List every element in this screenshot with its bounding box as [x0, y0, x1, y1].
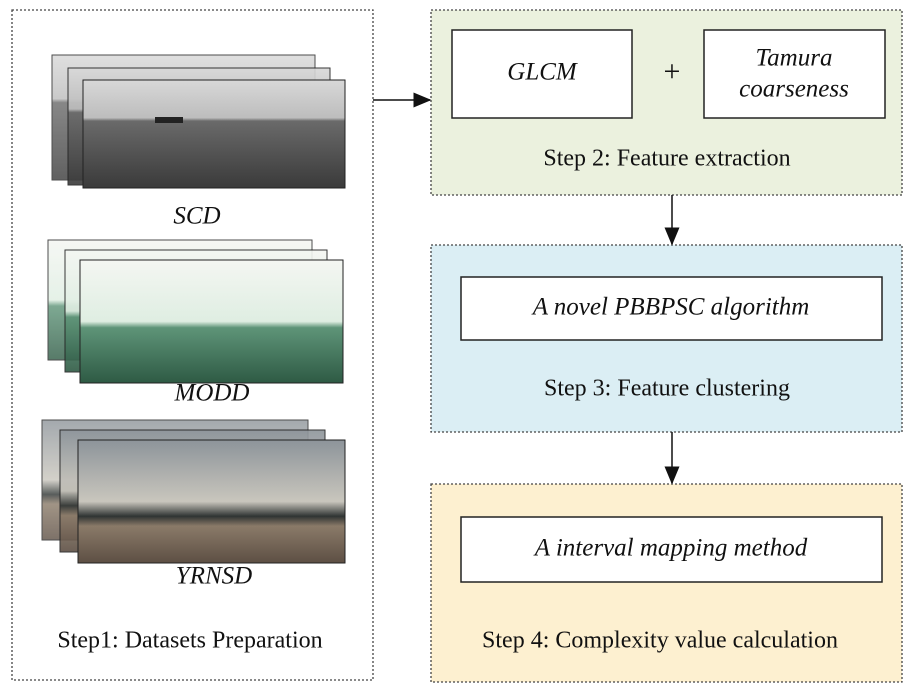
method-box: [704, 30, 885, 118]
dataset-label: YRNSD: [176, 563, 252, 590]
step-title: Step 2: Feature extraction: [543, 146, 790, 172]
step-title: Step 3: Feature clustering: [544, 376, 790, 402]
box-label: A interval mapping method: [533, 535, 808, 562]
diagram: SCD MODD YRNSD Step1: Datasets Preparati…: [0, 0, 903, 685]
dataset-label: SCD: [173, 203, 220, 230]
box-label: GLCM: [507, 59, 578, 86]
yrnsd-stack: [42, 420, 345, 563]
operator: +: [664, 55, 681, 88]
dataset-label: MODD: [174, 380, 250, 407]
step-title: Step 4: Complexity value calculation: [482, 628, 838, 654]
step-title: Step1: Datasets Preparation: [57, 628, 322, 654]
scd-stack: [52, 55, 345, 188]
box-label: Tamura: [756, 45, 833, 72]
modd-stack: [48, 240, 343, 383]
box-label: coarseness: [739, 76, 849, 103]
box-label: A novel PBBPSC algorithm: [531, 294, 810, 321]
